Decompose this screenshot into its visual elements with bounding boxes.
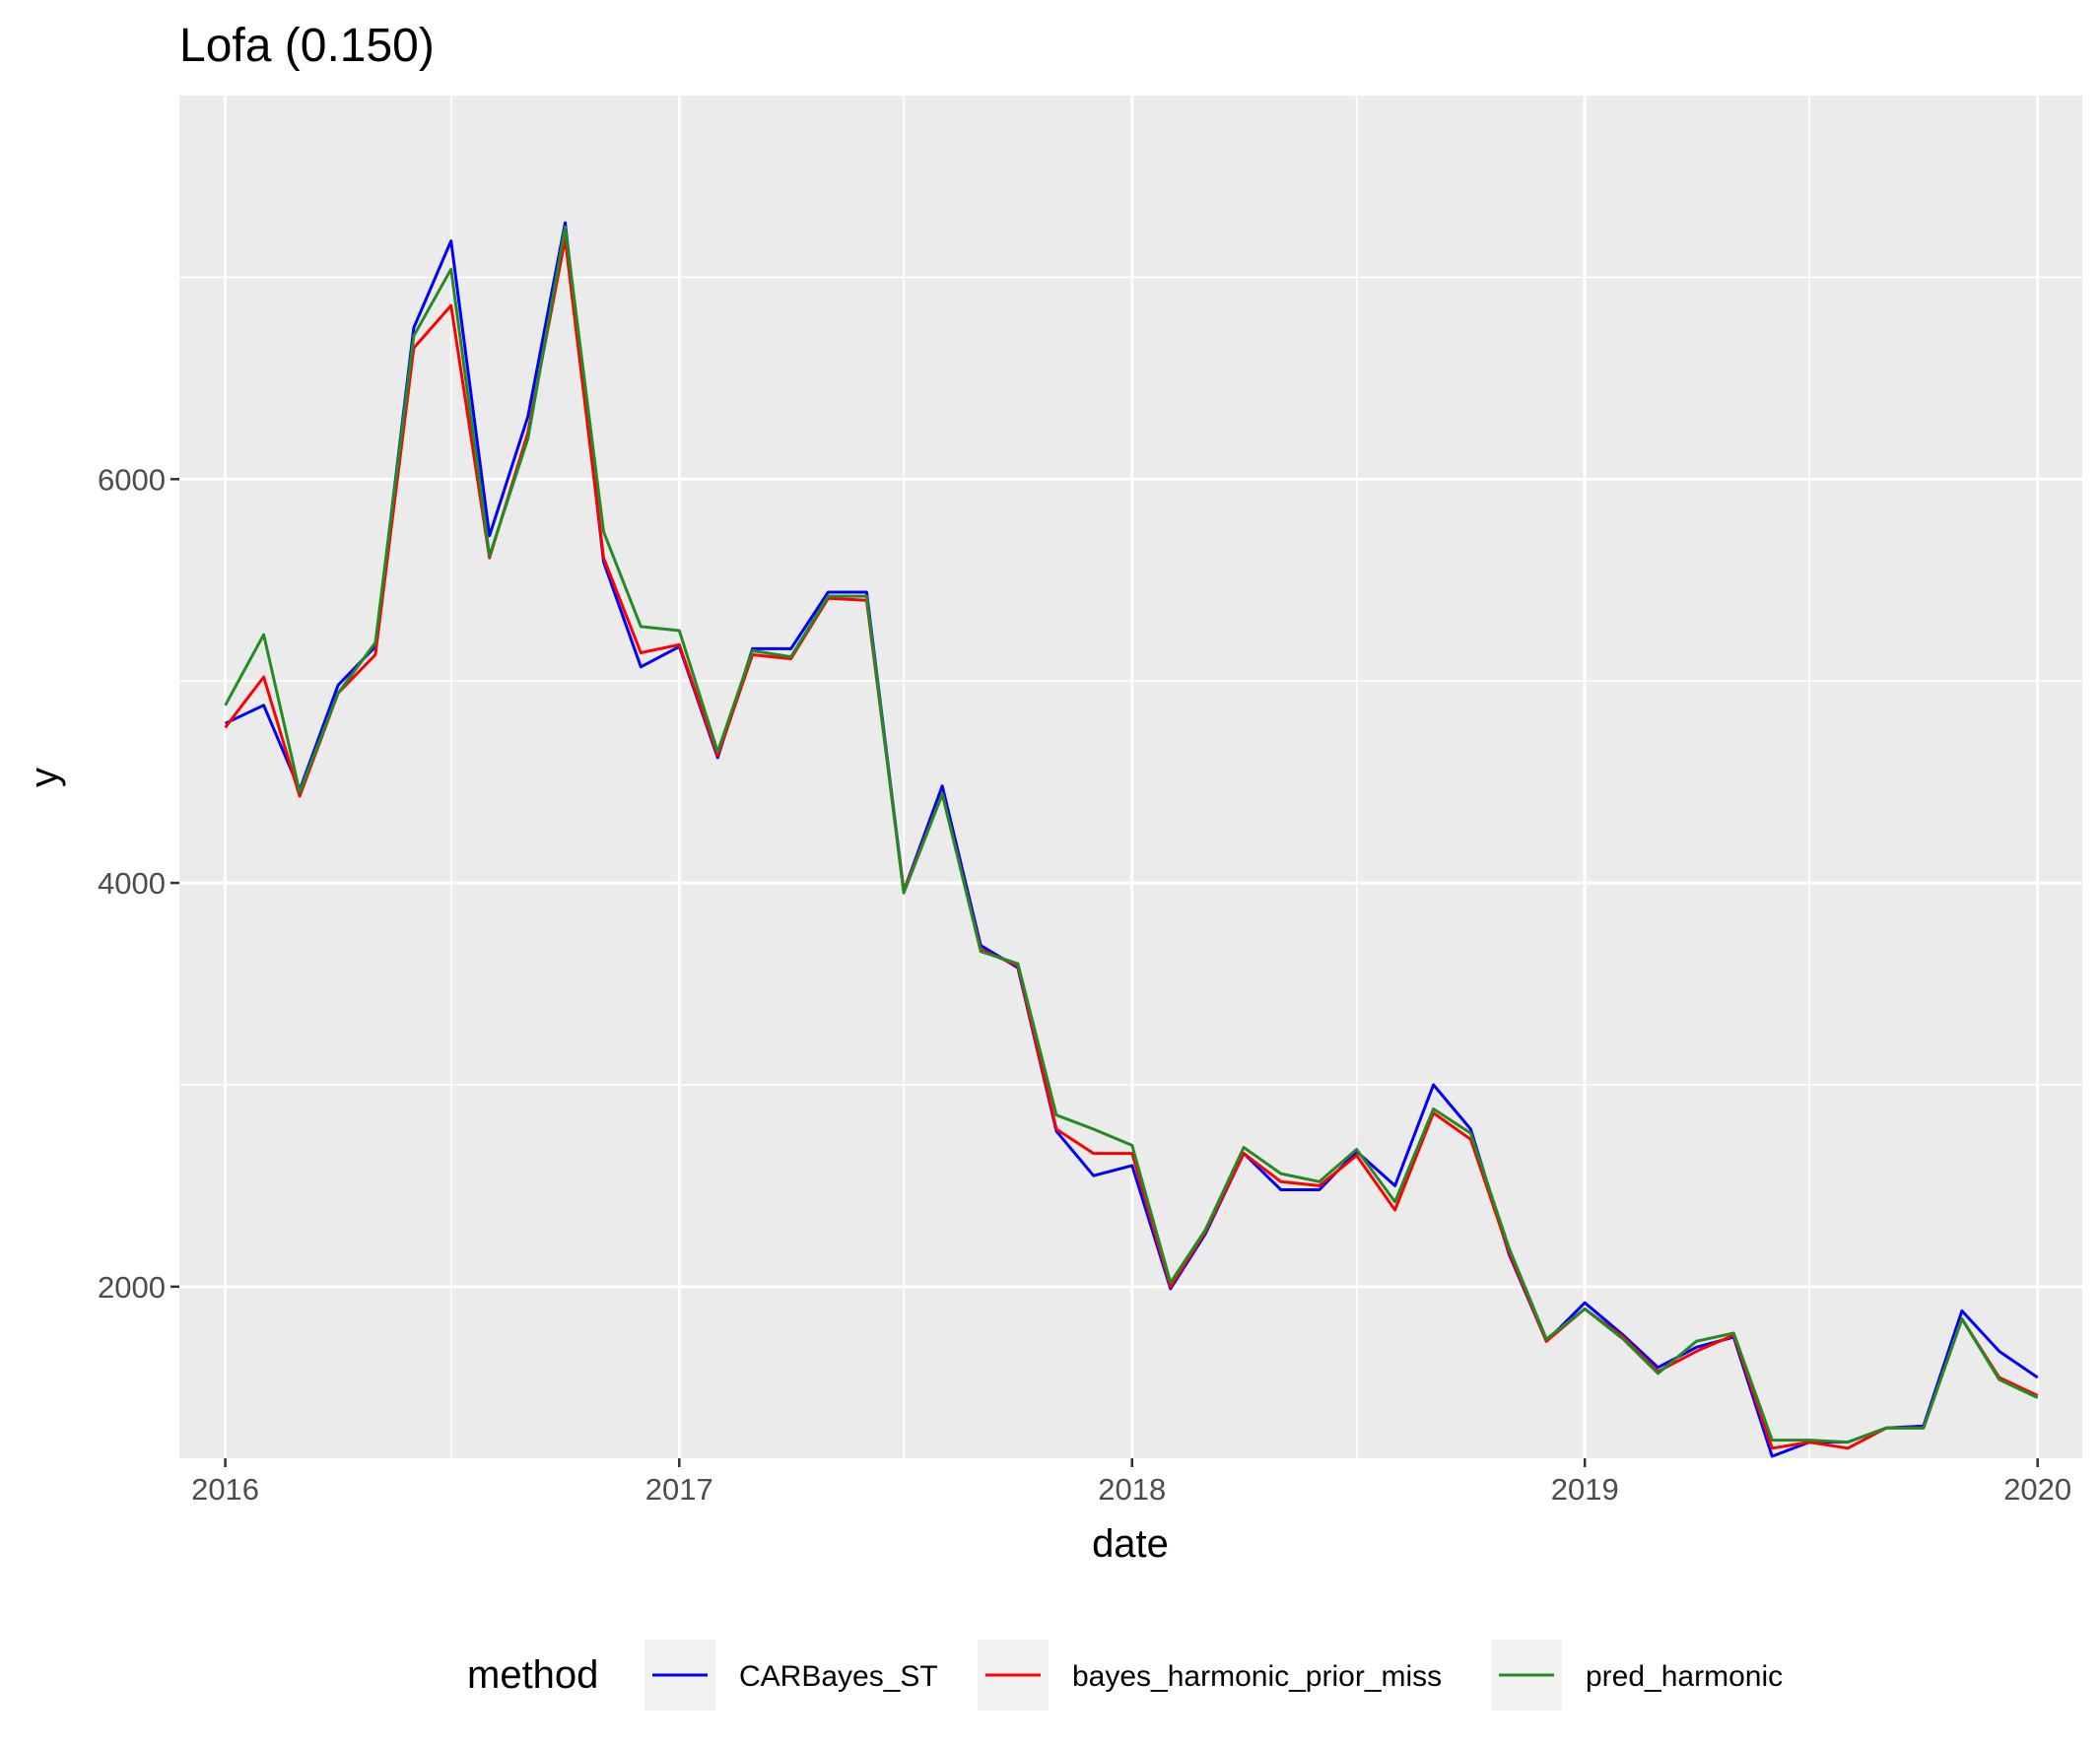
legend: method CARBayes_ST bayes_harmonic_prior_m… (467, 1640, 1783, 1711)
legend-label: CARBayes_ST (739, 1660, 938, 1693)
y-tick-label: 2000 (98, 1270, 166, 1305)
y-axis: 2000 4000 6000 (98, 462, 179, 1305)
series-lines (224, 221, 2039, 1458)
x-axis-title: date (1092, 1522, 1169, 1566)
legend-label: pred_harmonic (1586, 1660, 1783, 1693)
chart-title: Lofa (0.150) (179, 20, 435, 72)
x-tick-label: 2017 (645, 1472, 713, 1507)
legend-label: bayes_harmonic_prior_miss (1072, 1660, 1442, 1693)
series-line-pred-harmonic (224, 225, 2039, 1444)
x-tick-label: 2020 (2003, 1472, 2071, 1507)
x-tick-label: 2016 (191, 1472, 259, 1507)
x-axis: 2016 2017 2018 2019 2020 (191, 1458, 2071, 1507)
major-gridlines (179, 96, 2082, 1458)
y-tick-label: 6000 (98, 462, 166, 497)
legend-title: method (467, 1653, 598, 1697)
x-tick-label: 2018 (1098, 1472, 1166, 1507)
x-tick-label: 2019 (1551, 1472, 1619, 1507)
y-axis-title: y (23, 768, 66, 787)
y-tick-label: 4000 (98, 866, 166, 901)
